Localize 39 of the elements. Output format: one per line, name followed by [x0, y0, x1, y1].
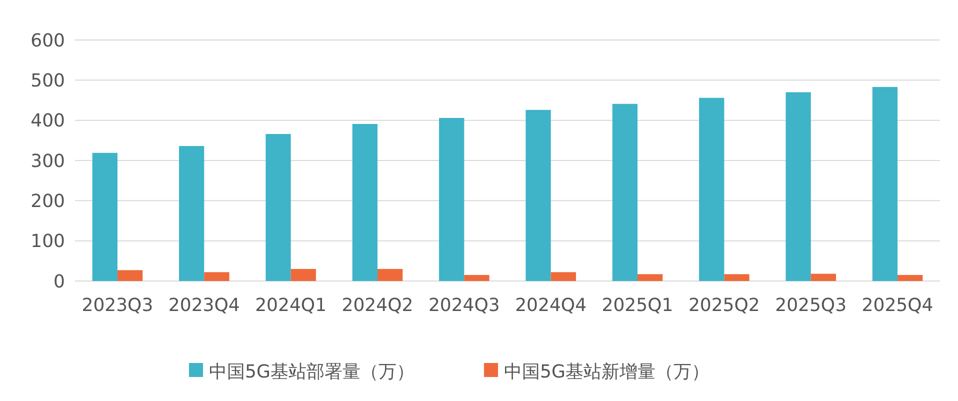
bar [550, 272, 576, 281]
bar [898, 274, 923, 281]
bar [290, 268, 316, 281]
bar [810, 274, 836, 281]
x-tick-label: 2024Q3 [428, 295, 500, 316]
legend-label: 中国5G基站新增量（万） [504, 361, 710, 382]
bar [724, 274, 750, 281]
y-tick-label: 400 [30, 110, 65, 132]
y-tick-label: 0 [54, 271, 65, 292]
bar [464, 274, 490, 281]
bar [638, 274, 663, 281]
y-tick-label: 100 [30, 231, 65, 252]
y-tick-label: 200 [30, 190, 65, 212]
x-tick-label: 2023Q3 [82, 295, 154, 316]
bar [439, 118, 464, 281]
bar [786, 92, 811, 281]
x-tick-label: 2024Q4 [515, 295, 587, 316]
x-tick-label: 2025Q2 [688, 295, 760, 316]
bar [179, 146, 204, 281]
bar [612, 104, 638, 281]
bar [266, 134, 291, 281]
bar [204, 272, 230, 281]
y-tick-label: 500 [30, 70, 65, 92]
x-tick-label: 2023Q4 [168, 295, 240, 316]
x-tick-label: 2024Q1 [255, 295, 327, 316]
bar [352, 124, 378, 281]
x-tick-label: 2024Q2 [342, 295, 414, 316]
legend-label: 中国5G基站部署量（万） [209, 361, 414, 382]
bar [377, 268, 403, 281]
y-tick-label: 600 [30, 30, 65, 52]
bar [526, 110, 551, 281]
bar [872, 86, 898, 281]
bar [117, 270, 143, 281]
bar [92, 152, 118, 281]
x-tick-label: 2025Q3 [775, 295, 847, 316]
x-tick-label: 2025Q1 [602, 295, 674, 316]
bar [699, 98, 724, 281]
y-tick-label: 300 [30, 150, 65, 172]
x-tick-label: 2025Q4 [862, 295, 934, 316]
